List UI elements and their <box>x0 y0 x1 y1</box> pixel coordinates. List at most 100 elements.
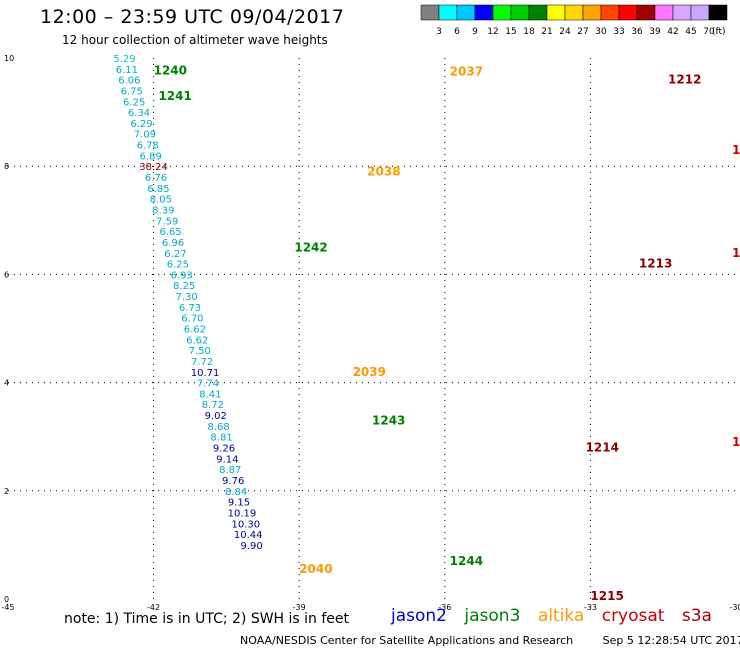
legend-altika: altika <box>537 606 585 626</box>
wave-height-value: 7.74 <box>197 379 219 390</box>
pass-id-label: 1242 <box>294 240 327 254</box>
wave-height-value: 8.72 <box>202 400 224 411</box>
wave-height-value: 7.59 <box>156 216 178 227</box>
wave-height-value: 7.50 <box>189 346 211 357</box>
wave-height-value: 6.11 <box>116 65 138 76</box>
wave-height-value: 6.85 <box>147 184 169 195</box>
wave-height-value: 10.44 <box>234 530 263 541</box>
satellite-legend: jason2 jason3 altika cryosat s3a <box>391 606 724 626</box>
pass-id-label: 1240 <box>154 63 187 77</box>
colorbar-swatch <box>708 4 728 21</box>
wave-height-value: 6.29 <box>130 119 152 130</box>
wave-height-value: 6.27 <box>164 249 186 260</box>
pass-id-label: 1241 <box>158 89 191 103</box>
wave-height-value: 6.34 <box>128 108 150 119</box>
pass-id-label: 1214 <box>586 441 619 455</box>
wave-height-value: 8.68 <box>208 422 230 433</box>
legend-cryosat: cryosat <box>601 606 665 626</box>
credit-text: NOAA/NESDIS Center for Satellite Applica… <box>240 634 574 647</box>
colorbar-label: 24 <box>559 27 571 37</box>
wave-height-value: 9.02 <box>205 411 227 422</box>
wave-height-value: 10.71 <box>191 368 220 379</box>
pass-id-label: 2037 <box>450 65 483 79</box>
page-subtitle: 12 hour collection of altimeter wave hei… <box>62 33 328 47</box>
colorbar-label: 18 <box>523 27 535 37</box>
wave-height-value: 8.84 <box>225 487 247 498</box>
wave-height-value: 8.05 <box>150 195 172 206</box>
pass-id-label: 1212 <box>668 73 701 87</box>
credit-line: NOAA/NESDIS Center for Satellite Applica… <box>240 634 740 647</box>
wave-height-value: 5.29 <box>113 54 135 65</box>
x-tick-label: -33 <box>584 603 597 610</box>
pass-id-label: 2040 <box>299 562 332 576</box>
wave-height-value: 6.70 <box>181 314 203 325</box>
y-tick-label: 10 <box>4 54 14 63</box>
wave-height-value: 8.41 <box>199 389 221 400</box>
pass-id-label: 175 <box>732 246 740 260</box>
wave-height-value: 6.62 <box>184 325 206 336</box>
wave-height-value: 6.78 <box>137 141 159 152</box>
pass-id-label: 1213 <box>639 257 672 271</box>
wave-height-value: 8.39 <box>152 205 174 216</box>
wave-height-value: 9.76 <box>222 476 244 487</box>
colorbar: 3 6 9 12 15 18 21 24 27 30 33 36 39 42 45 70(ft) <box>420 4 728 37</box>
wave-height-value: 8.25 <box>173 281 195 292</box>
x-tick-label: -45 <box>1 603 14 610</box>
wave-height-value: 6.25 <box>123 97 145 108</box>
wave-height-value: 9.14 <box>216 454 238 465</box>
page-title: 12:00 – 23:59 UTC 09/04/2017 <box>40 6 345 28</box>
x-tick-label: -30 <box>729 603 740 610</box>
wave-height-value: 7.09 <box>134 130 156 141</box>
y-tick-label: 2 <box>4 487 9 496</box>
wave-height-value: 6.75 <box>121 86 143 97</box>
wave-height-value: 8.87 <box>219 465 241 476</box>
y-tick-label: 4 <box>4 379 9 388</box>
colorbar-label: 42 <box>667 27 678 37</box>
colorbar-label: 30 <box>595 27 607 37</box>
wave-height-value: 6.65 <box>159 227 181 238</box>
colorbar-label: 15 <box>505 27 516 37</box>
colorbar-label: 33 <box>613 27 624 37</box>
wave-height-value: 10.30 <box>231 519 260 530</box>
wave-height-value: 6.62 <box>186 335 208 346</box>
y-tick-label: 6 <box>4 270 9 279</box>
footnote: note: 1) Time is in UTC; 2) SWH is in fe… <box>64 611 350 627</box>
colorbar-label: 70 <box>703 27 715 37</box>
pass-id-label: 1 <box>732 435 740 449</box>
x-tick-label: -39 <box>293 603 306 610</box>
colorbar-label: 21 <box>541 27 552 37</box>
colorbar-label: 12 <box>487 27 498 37</box>
credit-timestamp: Sep 5 12:28:54 UTC 2017 <box>602 634 740 647</box>
wave-height-value: 6.06 <box>118 76 140 87</box>
x-tick-label: -42 <box>147 603 160 610</box>
colorbar-label: 3 <box>436 27 442 37</box>
wave-height-value: 7.30 <box>175 292 197 303</box>
wave-height-value: 8.81 <box>210 433 232 444</box>
pass-id-label: 1754 <box>732 143 740 157</box>
wave-height-value: 6.96 <box>162 238 184 249</box>
colorbar-label: 6 <box>454 27 460 37</box>
pass-id-label: 1215 <box>590 589 623 603</box>
x-tick-label: -36 <box>438 603 451 610</box>
pass-id-label: 2039 <box>353 365 386 379</box>
legend-s3a: s3a <box>681 606 712 626</box>
colorbar-label: 27 <box>577 27 588 37</box>
y-tick-label: 8 <box>4 162 9 171</box>
wave-height-value: 7.72 <box>191 357 213 368</box>
pass-id-label: 2038 <box>367 165 400 179</box>
y-tick-label: 0 <box>4 595 9 604</box>
legend-jason2: jason2 <box>391 606 447 626</box>
colorbar-label: 39 <box>649 27 661 37</box>
colorbar-label: 9 <box>472 27 478 37</box>
wave-height-value: 10.19 <box>228 508 257 519</box>
pass-id-label: 1244 <box>450 554 483 568</box>
wave-height-value: 38.24 <box>139 162 168 173</box>
colorbar-units: (ft) <box>712 27 726 37</box>
colorbar-label: 45 <box>685 27 696 37</box>
wave-height-value: 9.26 <box>213 444 235 455</box>
wave-height-value: 9.90 <box>241 541 263 552</box>
pass-id-label: 1243 <box>372 413 405 427</box>
wave-height-value: 6.76 <box>145 173 167 184</box>
wave-height-value: 6.25 <box>167 260 189 271</box>
